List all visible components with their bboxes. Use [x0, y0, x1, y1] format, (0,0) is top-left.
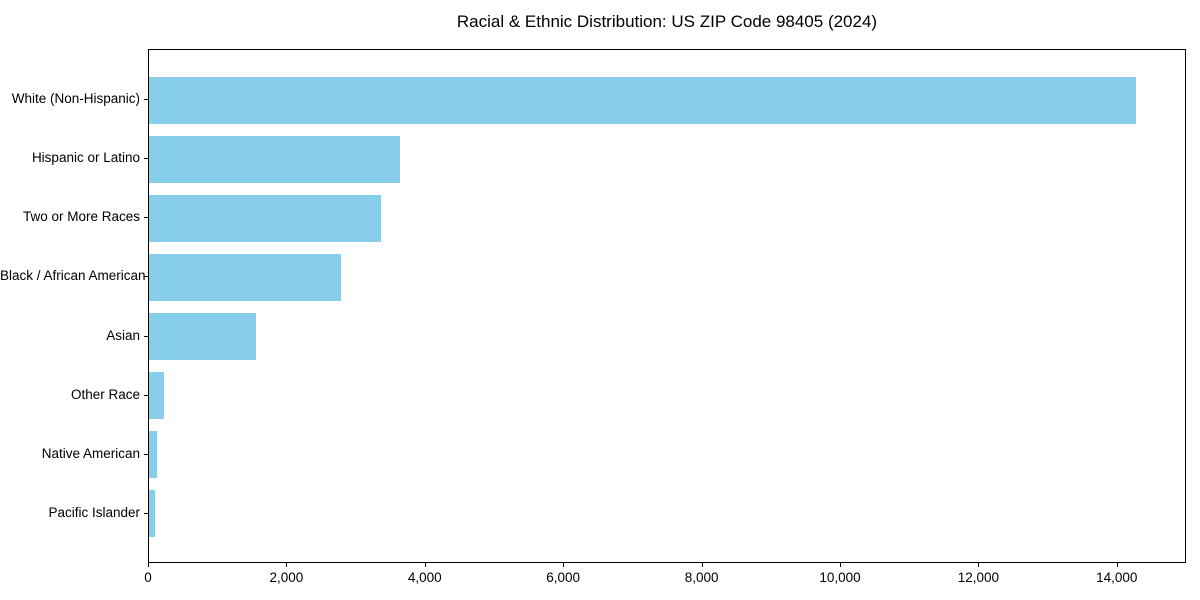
x-tick-mark — [1116, 563, 1118, 567]
x-tick-label-12-000: 12,000 — [957, 570, 1000, 585]
y-tick-label-white-non-hispanic: White (Non-Hispanic) — [11, 91, 140, 107]
x-tick-mark — [563, 563, 565, 567]
y-tick-label-native-american: Native American — [41, 445, 140, 461]
x-tick-mark — [148, 563, 149, 567]
y-tick-mark — [144, 217, 148, 219]
y-tick-label-asian: Asian — [106, 327, 140, 343]
x-tick-mark — [701, 563, 703, 567]
x-tick-label-2-000: 2,000 — [269, 570, 304, 585]
y-tick-label-pacific-islander: Pacific Islander — [48, 504, 140, 520]
x-tick-label-14-000: 14,000 — [1096, 570, 1138, 585]
bar-native-american — [149, 431, 157, 479]
y-tick-label-black-african-american: Black / African American — [0, 268, 146, 284]
plot-area — [148, 49, 1186, 563]
bar-hispanic-or-latino — [149, 135, 401, 183]
x-tick-mark — [424, 563, 426, 567]
x-tick-label-4-000: 4,000 — [407, 570, 442, 585]
x-tick-mark — [978, 563, 980, 567]
x-tick-label-8-000: 8,000 — [684, 570, 719, 585]
y-tick-mark — [144, 394, 148, 396]
x-tick-label-6-000: 6,000 — [546, 570, 581, 585]
bar-pacific-islander — [149, 490, 156, 538]
y-tick-label-hispanic-or-latino: Hispanic or Latino — [31, 150, 140, 166]
y-tick-mark — [144, 276, 148, 278]
y-tick-mark — [144, 158, 148, 160]
x-tick-label-10-000: 10,000 — [819, 570, 861, 585]
bar-black-african-american — [149, 253, 341, 302]
chart-title: Racial & Ethnic Distribution: US ZIP Cod… — [456, 12, 878, 31]
bar-white-non-hispanic — [149, 76, 1136, 124]
bar-two-or-more-races — [149, 194, 381, 242]
y-tick-mark — [144, 453, 148, 455]
bar-asian — [149, 312, 257, 361]
y-tick-mark — [144, 99, 148, 101]
y-tick-mark — [144, 512, 148, 514]
x-tick-label-0: 0 — [144, 570, 152, 585]
y-tick-label-other-race: Other Race — [70, 386, 140, 402]
bar-other-race — [149, 371, 164, 420]
x-tick-mark — [840, 563, 841, 567]
x-tick-mark — [286, 563, 288, 567]
y-tick-label-two-or-more-races: Two or More Races — [22, 209, 140, 225]
y-tick-mark — [144, 335, 148, 337]
